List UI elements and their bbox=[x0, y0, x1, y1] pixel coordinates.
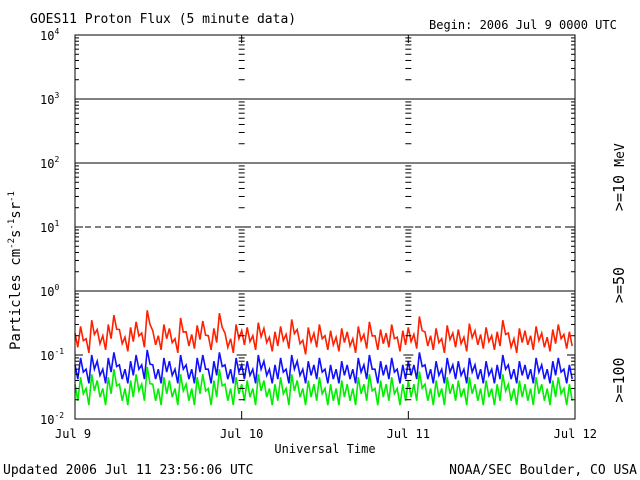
y-tick-label: 10-1 bbox=[40, 347, 64, 363]
y-tick-exponent: 4 bbox=[54, 27, 59, 36]
series-line-1 bbox=[74, 349, 573, 384]
y-tick-label: 103 bbox=[40, 91, 59, 107]
x-tick-label: Jul 11 bbox=[387, 427, 430, 441]
y-axis-label-exp3: -1 bbox=[7, 191, 17, 202]
x-tick-label: Jul 9 bbox=[55, 427, 91, 441]
y-tick-label: 101 bbox=[40, 219, 59, 235]
legend-ge10: >=10 bbox=[610, 175, 628, 211]
chart-title: GOES11 Proton Flux (5 minute data) bbox=[30, 12, 296, 27]
series-line-2 bbox=[74, 366, 573, 406]
y-axis-label-lead: Particles cm bbox=[8, 249, 24, 350]
begin-date: Begin: 2006 Jul 9 0000 UTC bbox=[429, 18, 617, 32]
updated-timestamp: Updated 2006 Jul 11 23:56:06 UTC bbox=[3, 463, 253, 478]
y-tick-exponent: 1 bbox=[54, 219, 59, 228]
y-tick-exponent: 0 bbox=[54, 283, 59, 292]
y-tick-label: 100 bbox=[40, 283, 59, 299]
series-layer bbox=[74, 310, 573, 406]
y-tick-label: 104 bbox=[40, 27, 59, 43]
x-tick-label: Jul 12 bbox=[554, 427, 597, 441]
y-tick-base: 10 bbox=[40, 93, 54, 107]
legend-ge50: >=50 bbox=[610, 267, 628, 303]
x-tick-label: Jul 10 bbox=[220, 427, 263, 441]
y-tick-base: 10 bbox=[40, 29, 54, 43]
y-axis-label-sr: sr bbox=[8, 202, 24, 219]
y-axis-label-exp1: -2 bbox=[7, 238, 17, 249]
y-tick-base: 10 bbox=[40, 285, 54, 299]
series-line-0 bbox=[74, 310, 573, 355]
x-axis-label: Universal Time bbox=[274, 442, 375, 456]
y-axis-label: Particles cm-2s-1sr-1 bbox=[7, 191, 24, 350]
y-tick-base: 10 bbox=[40, 413, 54, 427]
legend-unit: MeV bbox=[613, 143, 628, 167]
y-tick-exponent: -1 bbox=[54, 347, 64, 356]
y-tick-exponent: 3 bbox=[54, 91, 59, 100]
y-tick-base: 10 bbox=[40, 221, 54, 235]
legend-ge100: >=100 bbox=[610, 357, 628, 402]
grid-layer bbox=[75, 98, 575, 292]
y-axis-label-s: s bbox=[8, 230, 24, 238]
y-tick-label: 10-2 bbox=[40, 411, 64, 427]
y-tick-base: 10 bbox=[40, 349, 54, 363]
y-tick-label: 102 bbox=[40, 155, 59, 171]
source-credit: NOAA/SEC Boulder, CO USA bbox=[449, 463, 637, 478]
y-tick-exponent: 2 bbox=[54, 155, 59, 164]
y-tick-exponent: -2 bbox=[54, 411, 64, 420]
y-axis-label-exp2: -1 bbox=[7, 219, 17, 230]
y-tick-base: 10 bbox=[40, 157, 54, 171]
